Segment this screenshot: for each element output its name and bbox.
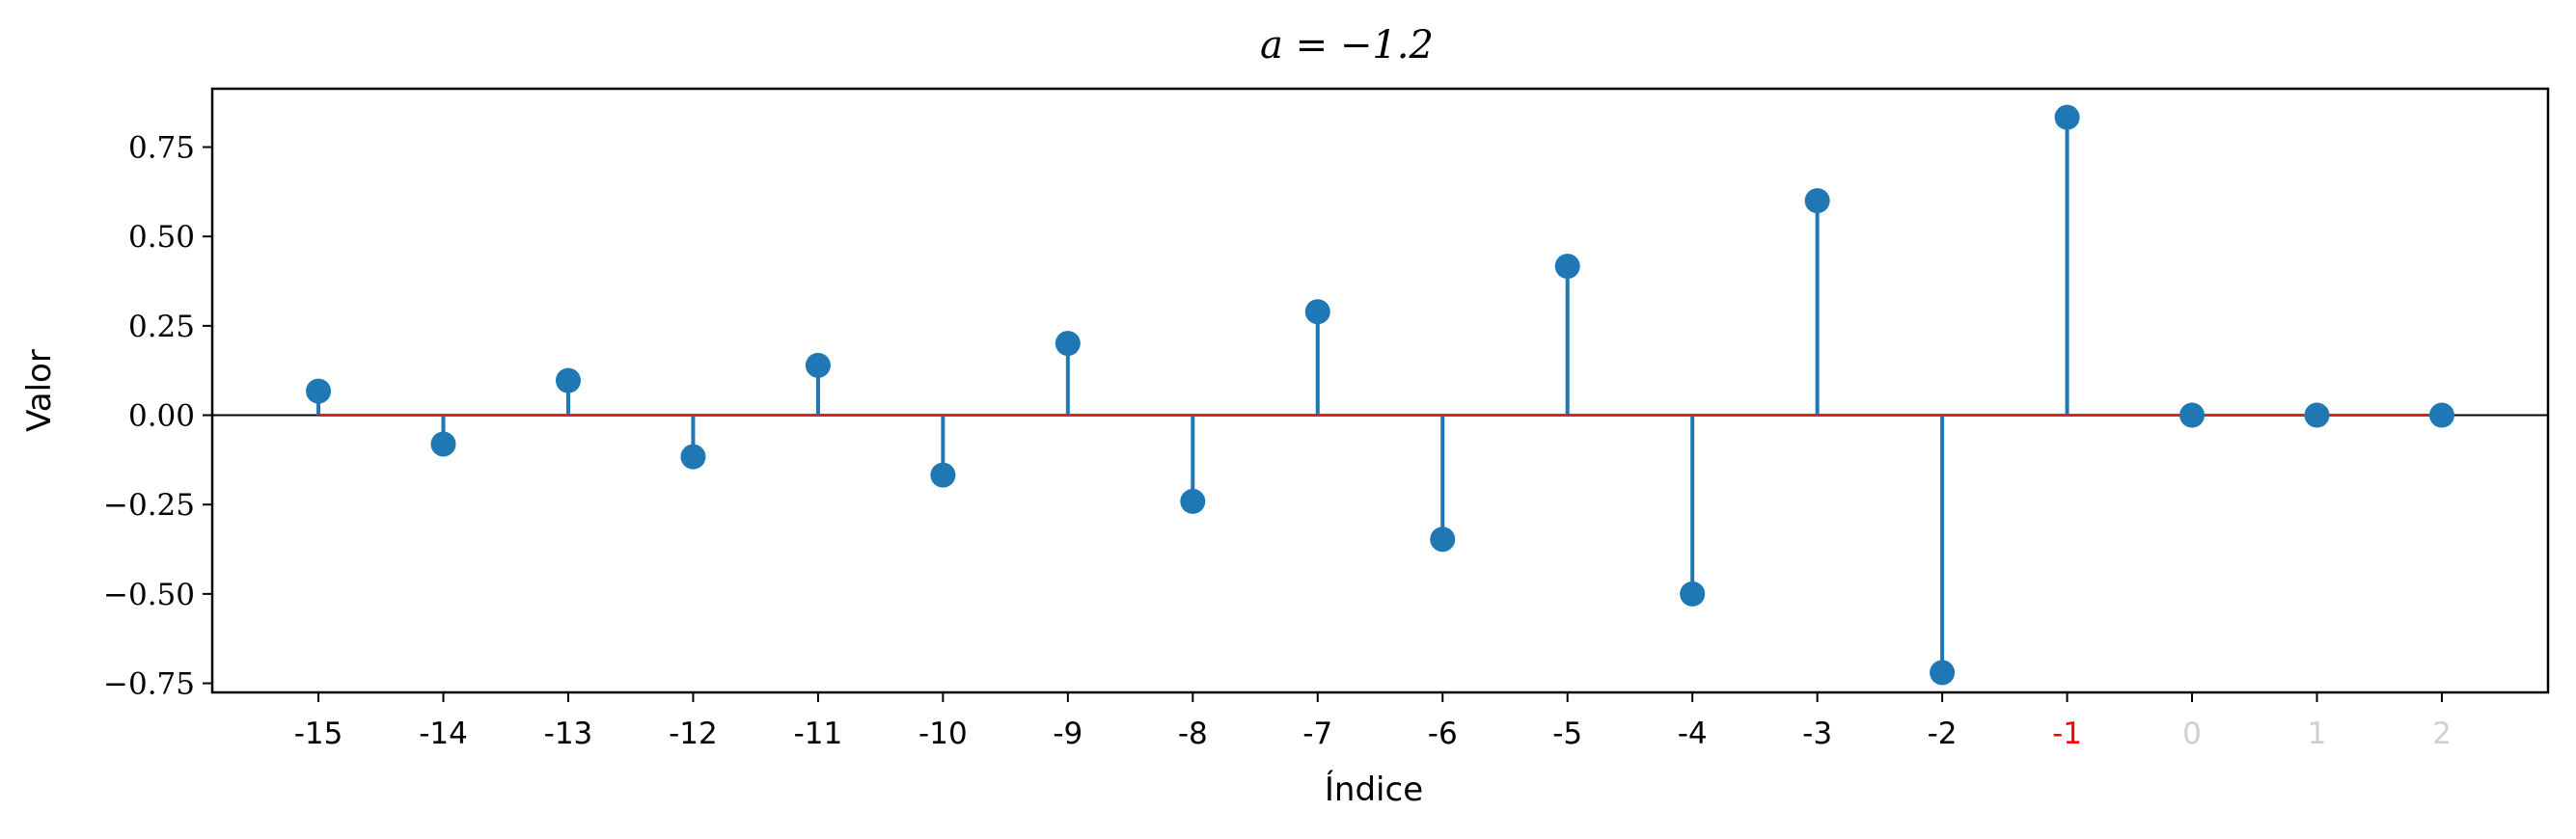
stem-marker: [1430, 527, 1456, 553]
stem-marker: [2179, 402, 2206, 428]
stem-marker: [555, 367, 581, 393]
y-tick-label: −0.50: [103, 578, 195, 612]
x-tick-label: 2: [2432, 717, 2452, 751]
x-tick-label: -13: [544, 717, 593, 751]
stem-marker: [1180, 488, 1206, 514]
x-tick-label: -7: [1302, 717, 1332, 751]
stem-marker: [306, 378, 332, 404]
x-tick-label: -6: [1428, 717, 1458, 751]
y-tick-label: 0.50: [128, 220, 195, 255]
plot-frame: [210, 87, 2550, 694]
stem-marker: [1055, 331, 1081, 357]
y-tick-label: 0.25: [128, 310, 195, 344]
x-tick-label: -1: [2052, 717, 2082, 751]
y-tick-label: −0.75: [103, 667, 195, 702]
stem-marker: [1804, 188, 1830, 214]
y-axis-label: Valor: [20, 349, 59, 432]
x-tick-label: -9: [1053, 717, 1082, 751]
stem-marker: [1680, 581, 1706, 607]
stem-marker: [1930, 660, 1956, 686]
stem-marker: [430, 431, 456, 457]
stem-marker: [2304, 402, 2330, 428]
x-tick-label: -12: [669, 717, 718, 751]
x-tick-label: -14: [419, 717, 468, 751]
stem-marker: [805, 352, 831, 378]
chart-title: a = −1.2: [1260, 23, 1434, 68]
x-tick-label: -11: [794, 717, 843, 751]
x-tick-label: 0: [2182, 717, 2202, 751]
stem-marker: [1554, 254, 1580, 280]
plot-area: −0.75 −0.50 −0.25 0.00 0.25 0.50 0.75 -15 -14 -13…: [103, 87, 2550, 751]
y-tick-label: 0.75: [128, 131, 195, 166]
y-tick-label: −0.25: [103, 488, 195, 523]
x-tick-label: -8: [1178, 717, 1208, 751]
x-tick-label: -15: [294, 717, 343, 751]
x-axis-label: Índice: [1325, 770, 1423, 809]
stem-marker: [1304, 299, 1330, 325]
x-tick-label: -3: [1802, 717, 1832, 751]
stem-marker: [2054, 104, 2080, 130]
x-tick-label: -10: [918, 717, 968, 751]
x-tick-label: -2: [1928, 717, 1958, 751]
x-tick-label: -5: [1552, 717, 1582, 751]
x-tick-label: -4: [1678, 717, 1708, 751]
stem-marker: [680, 444, 706, 470]
y-tick-label: 0.00: [128, 399, 195, 434]
stem-marker: [2428, 402, 2454, 428]
x-tick-label: 1: [2308, 717, 2327, 751]
stem-marker: [930, 462, 956, 488]
